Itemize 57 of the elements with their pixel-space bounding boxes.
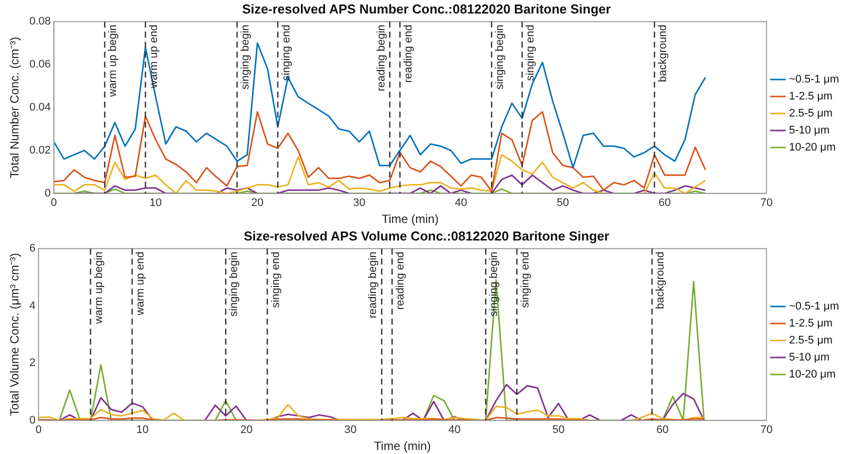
ref-line-label: reading begin: [375, 24, 388, 92]
y-axis-title: Total Number Conc. (cm⁻³): [8, 36, 22, 178]
ref-line-label: singing end: [519, 252, 532, 308]
legend-label: 2.5-5 μm: [788, 334, 833, 347]
legend-label: 1-2.5 μm: [788, 318, 833, 330]
ref-line-label: warm up end: [134, 252, 147, 316]
legend-label: 5-10 μm: [788, 352, 830, 364]
ref-line-label: warm up end: [148, 24, 160, 90]
x-tick-label: 20: [251, 197, 264, 210]
y-tick-label: 0.06: [29, 58, 51, 71]
legend-label: 5-10 μm: [788, 124, 830, 137]
ref-line-label: reading end: [394, 252, 407, 310]
x-tick-label: 60: [658, 197, 671, 210]
y-tick-label: 0.04: [29, 102, 51, 114]
legend-label: 10-20 μm: [788, 368, 836, 381]
x-tick-label: 40: [448, 424, 461, 436]
chart-title: Size-resolved APS Number Conc.:08122020 Baritone Singer: [242, 1, 611, 16]
x-tick-label: 10: [149, 197, 162, 210]
legend-label: ~0.5-1 μm: [788, 300, 840, 313]
y-tick-label: 0: [29, 414, 36, 426]
x-tick-label: 70: [760, 424, 773, 436]
ref-line-label: warm up begin: [107, 24, 120, 98]
ref-line-label: singing end: [524, 24, 537, 81]
x-axis-title: Time (min): [382, 212, 439, 226]
ref-line-label: singing begin: [228, 252, 240, 316]
ref-line-label: singing begin: [488, 252, 500, 316]
ref-line-label: reading end: [402, 24, 414, 83]
x-tick-label: 10: [136, 424, 149, 436]
x-tick-label: 20: [240, 424, 253, 436]
y-tick-label: 4: [29, 300, 36, 312]
y-tick-label: 2: [29, 357, 36, 370]
ref-line-label: singing begin: [494, 24, 506, 90]
x-axis-title: Time (min): [374, 439, 431, 454]
x-tick-label: 50: [556, 197, 569, 210]
ref-line-label: reading begin: [367, 252, 380, 318]
x-tick-label: 60: [656, 424, 669, 436]
ref-line-label: singing end: [280, 24, 292, 81]
y-axis-title: Total Volume Conc. (μm³ cm⁻³): [8, 253, 22, 416]
legend-label: 10-20 μm: [788, 142, 836, 154]
legend-label: 2.5-5 μm: [788, 108, 833, 120]
x-tick-label: 30: [344, 424, 357, 436]
y-tick-label: 0.02: [29, 144, 51, 156]
ref-line-label: background: [654, 252, 667, 310]
x-tick-label: 40: [454, 197, 468, 210]
x-tick-label: 70: [760, 197, 773, 210]
legend-label: ~0.5-1 μm: [788, 74, 840, 86]
ref-line-label: background: [656, 24, 669, 82]
y-tick-label: 6: [29, 242, 36, 255]
x-tick-label: 30: [353, 197, 366, 210]
x-tick-label: 50: [552, 424, 565, 436]
legend-label: 1-2.5 μm: [788, 90, 833, 103]
ref-line-label: singing end: [270, 252, 282, 308]
chart-title: Size-resolved APS Volume Conc.:08122020 Baritone Singer: [244, 228, 610, 244]
y-tick-label: 0: [44, 187, 51, 200]
ref-line-label: singing begin: [240, 24, 252, 90]
ref-line-label: warm up begin: [93, 252, 106, 325]
y-tick-label: 0.08: [29, 16, 51, 28]
